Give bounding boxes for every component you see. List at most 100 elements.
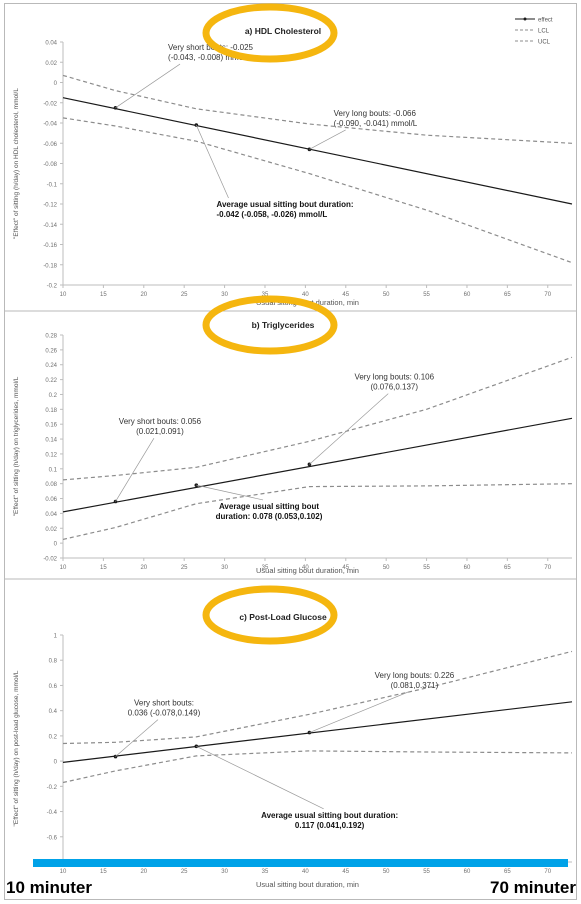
series-line-effect xyxy=(62,417,573,513)
x-tick-label: 45 xyxy=(342,869,349,875)
series-line-effect xyxy=(62,97,573,205)
y-tick-label: 0.04 xyxy=(45,512,57,518)
range-start-label: 10 minuter xyxy=(6,878,92,897)
legend-marker xyxy=(523,17,527,21)
y-tick-label: 0.24 xyxy=(45,363,57,369)
x-tick-label: 65 xyxy=(504,869,511,875)
chart-panel-1: -0.02 0 0.02 0.04 0.06 0.08 0.1 0.12 0.14 0.16 0.1… xyxy=(4,295,577,580)
annotation-pointer xyxy=(115,63,181,109)
x-tick-label: 35 xyxy=(262,292,269,298)
annotation-pointer xyxy=(309,129,346,150)
y-tick-label: 1 xyxy=(54,634,58,640)
x-tick-label: 50 xyxy=(383,565,390,571)
annotation-text: Average usual sitting bout duration: xyxy=(261,811,398,820)
y-tick-label: 0.04 xyxy=(45,41,57,47)
y-tick-label: 0.4 xyxy=(49,709,58,715)
x-tick-label: 65 xyxy=(504,565,511,571)
annotation-text: -0.042 (-0.058, -0.026) mmol/L xyxy=(217,210,328,219)
title-highlight-oval xyxy=(202,295,338,355)
legend-label: UCL xyxy=(538,40,551,46)
chart-title: c) Post-Load Glucose xyxy=(239,612,327,622)
annotation-pointer xyxy=(115,719,159,757)
y-tick-label: 0.02 xyxy=(45,527,57,533)
y-tick-label: 0.14 xyxy=(45,438,57,444)
y-tick-label: 0.2 xyxy=(49,393,58,399)
y-tick-label: 0.6 xyxy=(49,684,58,690)
y-tick-label: 0 xyxy=(54,81,58,87)
series-line-lcl xyxy=(62,750,573,784)
annotation-text: 0.117 (0.041,0.192) xyxy=(295,821,365,830)
x-tick-label: 60 xyxy=(464,869,471,875)
annotation-text: Very long bouts: -0.066 xyxy=(334,109,417,118)
series-line-ucl xyxy=(62,356,573,481)
y-tick-label: -0.6 xyxy=(47,835,58,841)
series-line-ucl xyxy=(62,74,573,144)
series-line-effect xyxy=(62,701,573,763)
y-tick-label: -0.16 xyxy=(43,243,57,249)
x-tick-label: 55 xyxy=(423,565,430,571)
annotation-text: Very short bouts: xyxy=(134,699,194,708)
annotation-text: Very long bouts: 0.106 xyxy=(354,373,434,382)
series-line-lcl xyxy=(62,483,573,540)
figure-frame xyxy=(4,3,577,900)
y-axis-label: "Effect" of sitting (h/day) on triglycer… xyxy=(13,376,20,516)
y-tick-label: 0.08 xyxy=(45,482,57,488)
series-line-ucl xyxy=(62,650,573,745)
annotation-text: (0.021,0.091) xyxy=(136,427,184,436)
effect-marker xyxy=(113,499,118,504)
x-tick-label: 60 xyxy=(464,565,471,571)
annotation-text: (-0.090, -0.041) mmol/L xyxy=(334,119,418,128)
x-tick-label: 70 xyxy=(544,869,551,875)
y-tick-label: 0.16 xyxy=(45,423,57,429)
x-tick-label: 20 xyxy=(140,292,147,298)
x-tick-label: 40 xyxy=(302,565,309,571)
annotation-text: Average usual sitting bout duration: xyxy=(217,200,354,209)
y-tick-label: -0.1 xyxy=(47,182,58,188)
y-tick-label: 0.8 xyxy=(49,659,58,665)
x-tick-label: 60 xyxy=(464,292,471,298)
x-axis-label: Usual sitting bout duration, min xyxy=(256,566,359,575)
y-tick-label: 0.02 xyxy=(45,61,57,67)
x-tick-label: 40 xyxy=(302,292,309,298)
x-tick-label: 70 xyxy=(544,565,551,571)
x-tick-label: 20 xyxy=(140,565,147,571)
x-tick-label: 65 xyxy=(504,292,511,298)
x-tick-label: 15 xyxy=(100,292,107,298)
x-tick-label: 25 xyxy=(181,565,188,571)
x-tick-label: 20 xyxy=(140,869,147,875)
chart-title: b) Triglycerides xyxy=(252,320,315,330)
x-tick-label: 25 xyxy=(181,292,188,298)
y-axis-label: "Effect" of sitting (h/day) on HDL chole… xyxy=(13,88,20,239)
x-tick-label: 70 xyxy=(544,292,551,298)
y-tick-label: -0.12 xyxy=(43,203,57,209)
x-tick-label: 45 xyxy=(342,292,349,298)
y-tick-label: -0.14 xyxy=(43,223,57,229)
chart-title: a) HDL Cholesterol xyxy=(245,26,321,36)
y-tick-label: -0.08 xyxy=(43,162,57,168)
y-tick-label: -0.2 xyxy=(47,284,58,290)
chart-panel-2: -0.8-0.6-0.4-0.200.20.40.60.811015202530… xyxy=(13,585,573,889)
x-tick-label: 45 xyxy=(342,565,349,571)
y-tick-label: -0.4 xyxy=(47,810,58,816)
x-tick-label: 55 xyxy=(423,292,430,298)
y-tick-label: 0 xyxy=(54,542,58,548)
x-tick-label: 15 xyxy=(100,565,107,571)
annotation-pointer xyxy=(309,691,409,733)
y-tick-label: -0.2 xyxy=(47,785,58,791)
x-tick-label: 10 xyxy=(60,565,67,571)
y-tick-label: -0.02 xyxy=(43,101,57,107)
y-tick-label: 0.06 xyxy=(45,497,57,503)
x-tick-label: 55 xyxy=(423,869,430,875)
x-tick-label: 50 xyxy=(383,292,390,298)
y-axis-label: "Effect" of sitting (h/day) on post-load… xyxy=(13,670,20,826)
y-tick-label: 0.28 xyxy=(45,334,57,340)
annotation-pointer xyxy=(196,484,264,501)
annotation-text: duration: 0.078 (0.053,0.102) xyxy=(216,512,323,521)
y-tick-label: 0.18 xyxy=(45,408,57,414)
x-tick-label: 40 xyxy=(302,869,309,875)
annotation-pointer xyxy=(196,746,324,810)
range-end-label: 70 minuter xyxy=(490,878,576,897)
y-tick-label: 0 xyxy=(54,760,58,766)
y-tick-label: 0.26 xyxy=(45,348,57,354)
